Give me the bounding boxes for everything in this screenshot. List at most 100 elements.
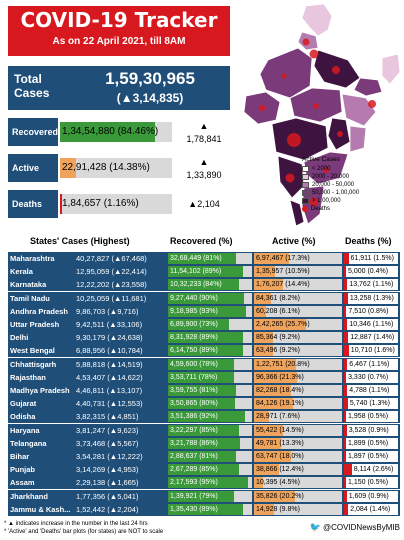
deaths-cell xyxy=(344,398,398,410)
active-bar xyxy=(254,358,297,370)
deaths-change: ▲2,104 xyxy=(188,199,220,209)
active-bar xyxy=(254,345,273,357)
deaths-cell xyxy=(344,477,398,489)
recovered-bar xyxy=(168,358,234,370)
active-cell xyxy=(254,292,342,304)
active-value: 84,126 (19.1%) xyxy=(256,400,304,408)
active-summary: Active 22,91,428 (14.38%) ▲ 1,33,890 xyxy=(8,154,230,182)
recovered-bar xyxy=(168,437,241,449)
recovered-bar xyxy=(168,398,236,410)
deaths-value: 13,762 (1.1%) xyxy=(349,281,394,289)
deaths-bar xyxy=(344,503,349,515)
active-bar xyxy=(254,279,284,291)
death-bubble-cg xyxy=(337,131,343,137)
death-bubble-up xyxy=(332,66,340,74)
deaths-cell xyxy=(344,503,398,515)
recovered-bar xyxy=(168,477,248,489)
recovered-value: 8,31,928 (89%) xyxy=(170,334,218,342)
state-name: Tamil Nadu xyxy=(10,293,50,303)
active-bar xyxy=(254,451,291,462)
table-row: Punjab 3,14,269 (▲4,953) 2,67,289 (85%) 38,… xyxy=(8,463,400,477)
state-cases: 3,73,468 (▲5,567) xyxy=(76,438,139,448)
deaths-bar xyxy=(344,477,346,489)
recovered-bar xyxy=(60,122,155,142)
table-row: Telangana 3,73,468 (▲5,567) 3,21,788 (86%)… xyxy=(8,436,400,450)
state-cases: 2,29,138 (▲1,665) xyxy=(76,478,139,488)
deaths-bar xyxy=(344,437,346,449)
active-value: 10,395 (4.5%) xyxy=(256,479,300,487)
credit-handle: @COVIDNewsByMIB xyxy=(322,523,400,532)
active-bar xyxy=(254,385,292,396)
deaths-cell xyxy=(344,279,398,291)
state-name: Punjab xyxy=(10,465,36,475)
state-cases: 6,88,956 (▲10,784) xyxy=(76,346,143,356)
recovered-value: 9,18,985 (93%) xyxy=(170,307,218,315)
table-row: Tamil Nadu 10,25,059 (▲11,681) 9,27,440 (9… xyxy=(8,291,400,305)
state-name: Chhattisgarh xyxy=(10,359,57,369)
total-cases-change: (▲3,14,835) xyxy=(116,91,184,105)
deaths-cell xyxy=(344,490,398,502)
recovered-value: 1,35,430 (89%) xyxy=(170,505,218,513)
active-value: 38,866 (12.4%) xyxy=(256,466,304,474)
deaths-value: 8,114 (2.6%) xyxy=(353,466,394,474)
table-row: Assam 2,29,138 (▲1,665) 2,17,593 (95%) 10,3… xyxy=(8,476,400,490)
recovered-bar xyxy=(168,385,237,396)
state-name: Jammu & Kash... xyxy=(10,504,71,514)
recovered-bar xyxy=(168,464,240,476)
active-bar xyxy=(254,332,273,344)
active-bar xyxy=(254,371,298,383)
active-cell xyxy=(254,398,342,410)
map-bihar xyxy=(353,77,383,97)
deaths-cell xyxy=(344,464,398,476)
active-label: Active xyxy=(8,154,58,182)
state-cases: 12,22,202 (▲23,558) xyxy=(76,280,147,290)
active-bar xyxy=(254,292,271,304)
header-active: Active (%) xyxy=(272,236,316,246)
active-value: 22,91,428 (14.38%) xyxy=(62,162,150,173)
active-cell xyxy=(254,385,342,396)
total-cases-label: Total Cases xyxy=(14,72,50,100)
deaths-dot-icon xyxy=(302,206,308,212)
deaths-bar xyxy=(344,358,348,370)
active-value: 14,928 (9.8%) xyxy=(256,505,300,513)
active-bar xyxy=(254,319,307,330)
recovered-value: 2,88,637 (81%) xyxy=(170,453,218,460)
deaths-bar xyxy=(344,424,347,436)
active-cell xyxy=(254,477,342,489)
active-value: 1,35,957 (10.5%) xyxy=(256,268,310,276)
state-name: Odisha xyxy=(10,412,36,422)
table-row: Gujarat 4,40,731 (▲12,553) 3,50,865 (80%) 8… xyxy=(8,397,400,411)
active-bar xyxy=(254,477,264,489)
state-cases: 12,95,059 (▲22,414) xyxy=(76,267,147,277)
deaths-cell xyxy=(344,253,398,264)
table-row: Jammu & Kash... 1,52,442 (▲2,204) 1,35,430… xyxy=(8,502,400,516)
state-cases: 4,40,731 (▲12,553) xyxy=(76,399,143,409)
deaths-bar xyxy=(344,411,346,423)
total-cases-value: 1,59,30,965 xyxy=(105,69,195,88)
deaths-value: 5,000 (0.4%) xyxy=(348,268,389,276)
total-cases-box: Total Cases 1,59,30,965 (▲3,14,835) xyxy=(8,66,230,110)
active-cell xyxy=(254,437,342,449)
deaths-bar xyxy=(344,398,348,410)
deaths-bar xyxy=(344,253,349,264)
active-cell xyxy=(254,345,342,357)
deaths-bar xyxy=(344,305,347,317)
deaths-cell xyxy=(344,332,398,344)
recovered-bar xyxy=(168,411,246,423)
deaths-value: 7,510 (0.8%) xyxy=(348,307,389,315)
deaths-value: 1,899 (0.5%) xyxy=(348,439,389,447)
recovered-summary: Recovered 1,34,54,880 (84.46%) ▲ 1,78,84… xyxy=(8,118,230,146)
deaths-bar xyxy=(344,490,347,502)
active-value: 96,366 (21.3%) xyxy=(256,373,304,381)
active-bar xyxy=(254,464,280,476)
footnote-1: * ▲ indicates increase in the number in … xyxy=(4,521,148,527)
deaths-value: 2,084 (1.4%) xyxy=(350,505,391,513)
recovered-bar xyxy=(168,319,230,330)
table-row: Madhya Pradesh 4,46,811 (▲13,107) 3,59,755… xyxy=(8,384,400,397)
state-cases: 9,86,703 (▲9,716) xyxy=(76,306,139,316)
death-bubble-rajasthan xyxy=(281,73,287,79)
active-bar xyxy=(254,437,281,449)
active-bar xyxy=(60,158,77,178)
table-row: Karnataka 12,22,202 (▲23,558) 10,32,233 (8… xyxy=(8,278,400,292)
